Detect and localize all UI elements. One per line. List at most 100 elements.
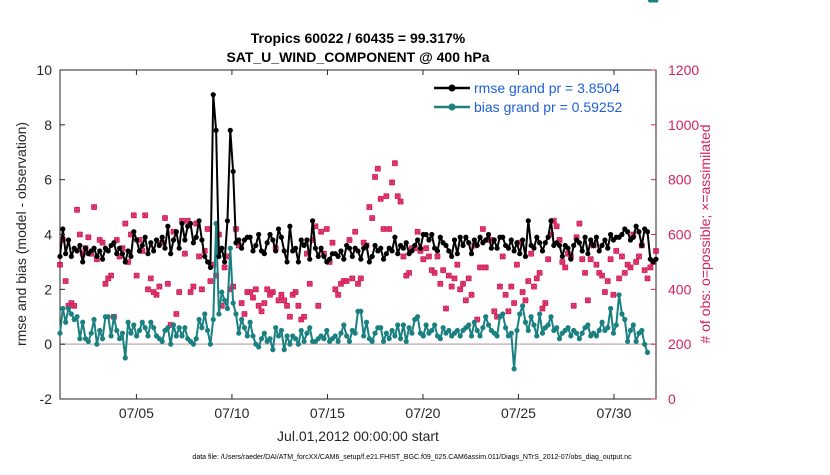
obs-assimilated-point — [615, 275, 623, 282]
rmse-point — [556, 242, 563, 249]
rmse-point — [500, 234, 506, 240]
bias-point — [105, 314, 111, 320]
chart-title-line2: SAT_U_WIND_COMPONENT @ 400 hPa — [226, 49, 489, 65]
rmse-point — [358, 256, 364, 262]
obs-possible-point — [496, 283, 503, 290]
rmse-point — [335, 253, 341, 260]
obs-assimilated-point — [442, 305, 450, 312]
obs-possible-point — [505, 308, 512, 315]
y-left-tick-label: -2 — [40, 391, 53, 407]
bias-point — [576, 336, 582, 342]
rmse-point — [63, 251, 69, 257]
bias-point — [332, 333, 338, 339]
obs-assimilated-point — [329, 239, 336, 246]
obs-assimilated-point — [383, 192, 390, 200]
obs-possible-point — [278, 291, 285, 298]
obs-assimilated-point — [283, 302, 291, 309]
obs-possible-point — [423, 245, 430, 252]
obs-possible-point — [491, 308, 498, 315]
obs-assimilated-point — [465, 275, 472, 282]
bias-point — [607, 305, 614, 312]
obs-assimilated-point — [425, 253, 433, 260]
obs-assimilated-point — [107, 272, 115, 279]
obs-possible-point — [147, 275, 154, 282]
obs-possible-point — [445, 272, 452, 279]
obs-possible-point — [599, 272, 606, 279]
bias-point — [346, 338, 353, 345]
obs-assimilated-point — [198, 286, 206, 293]
obs-assimilated-point — [448, 283, 455, 290]
obs-assimilated-point — [593, 261, 600, 268]
rmse-point — [307, 256, 313, 262]
obs-possible-point — [616, 275, 623, 282]
obs-assimilated-point — [204, 225, 211, 233]
obs-possible-point — [581, 269, 589, 276]
bias-point — [437, 336, 443, 342]
bias-point — [241, 325, 248, 331]
obs-assimilated-point — [153, 291, 160, 298]
rmse-point — [568, 256, 574, 262]
obs-assimilated-point — [641, 266, 648, 274]
bias-point — [386, 336, 392, 342]
obs-assimilated-point — [539, 305, 546, 312]
bias-point — [338, 330, 344, 336]
rmse-point — [210, 92, 216, 98]
obs-assimilated-point — [351, 228, 359, 235]
y-left-axis-label: rmse and bias (model - observation) — [13, 122, 29, 346]
obs-assimilated-point — [434, 253, 441, 260]
bias-point — [644, 349, 651, 355]
obs-assimilated-point — [334, 291, 342, 298]
rmse-point — [190, 240, 196, 246]
bias-point — [556, 336, 563, 342]
obs-assimilated-point — [499, 253, 506, 260]
rmse-point — [474, 242, 480, 249]
rmse-point — [82, 245, 89, 251]
obs-possible-point — [610, 291, 617, 298]
rmse-point — [196, 218, 202, 224]
bias-point — [616, 292, 622, 298]
bias-point — [321, 336, 327, 342]
x-axis: 07/05 07/10 07/15 07/20 07/25 07/30 — [119, 70, 632, 421]
obs-assimilated-point — [505, 308, 512, 315]
obs-possible-point — [332, 286, 339, 293]
rmse-point — [273, 248, 279, 254]
obs-assimilated-point — [454, 261, 461, 268]
obs-assimilated-point — [255, 302, 262, 309]
rmse-point — [145, 251, 151, 257]
obs-assimilated-point — [437, 280, 444, 288]
bias-series-layer — [57, 0, 659, 372]
rmse-point — [213, 127, 219, 133]
bias-point — [596, 327, 602, 334]
obs-assimilated-point — [130, 212, 137, 219]
obs-assimilated-point — [99, 239, 106, 246]
rmse-point — [204, 259, 211, 265]
rmse-point — [131, 229, 137, 235]
obs-possible-point — [414, 228, 421, 235]
rmse-point — [520, 237, 526, 243]
rmse-point — [173, 229, 179, 235]
y-left-tick-label: 4 — [44, 227, 52, 243]
rmse-point — [468, 251, 475, 257]
x-tick-label: 07/30 — [596, 405, 631, 421]
rmse-point — [57, 253, 63, 260]
rmse-point — [139, 242, 145, 249]
obs-possible-point — [346, 236, 353, 244]
obs-possible-point — [354, 280, 362, 287]
rmse-point — [593, 234, 600, 240]
bias-point — [423, 322, 429, 328]
obs-assimilated-point — [388, 179, 396, 186]
rmse-point — [284, 259, 290, 265]
bias-point — [99, 336, 106, 342]
y-left-tick-label: 10 — [36, 62, 52, 78]
rmse-point — [633, 223, 639, 229]
obs-possible-point — [255, 302, 262, 309]
bias-point — [131, 322, 137, 328]
obs-assimilated-point — [187, 288, 194, 296]
rmse-point — [585, 251, 591, 257]
bias-point — [60, 305, 66, 312]
obs-assimilated-point — [618, 253, 626, 260]
bias-point — [420, 333, 426, 339]
rmse-point — [423, 231, 429, 238]
rmse-point — [400, 245, 407, 251]
obs-possible-point — [349, 275, 356, 282]
